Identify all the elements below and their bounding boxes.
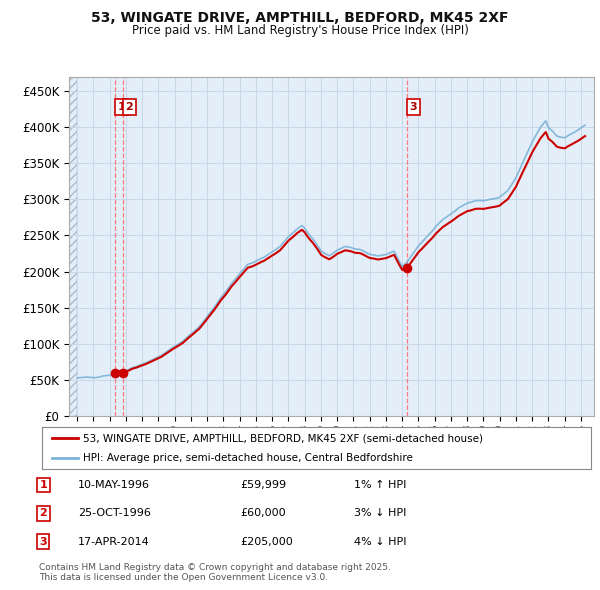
Text: 53, WINGATE DRIVE, AMPTHILL, BEDFORD, MK45 2XF (semi-detached house): 53, WINGATE DRIVE, AMPTHILL, BEDFORD, MK… <box>83 433 483 443</box>
Text: £59,999: £59,999 <box>240 480 286 490</box>
Text: 17-APR-2014: 17-APR-2014 <box>78 537 150 546</box>
Text: 10-MAY-1996: 10-MAY-1996 <box>78 480 150 490</box>
Text: 1% ↑ HPI: 1% ↑ HPI <box>354 480 406 490</box>
Text: 2: 2 <box>40 509 47 518</box>
Text: HPI: Average price, semi-detached house, Central Bedfordshire: HPI: Average price, semi-detached house,… <box>83 453 413 463</box>
Text: £205,000: £205,000 <box>240 537 293 546</box>
Text: 3: 3 <box>409 102 417 112</box>
Text: 3: 3 <box>40 537 47 546</box>
Text: £60,000: £60,000 <box>240 509 286 518</box>
Text: 1: 1 <box>118 102 125 112</box>
Text: 2: 2 <box>125 102 133 112</box>
Text: 3% ↓ HPI: 3% ↓ HPI <box>354 509 406 518</box>
Text: 53, WINGATE DRIVE, AMPTHILL, BEDFORD, MK45 2XF: 53, WINGATE DRIVE, AMPTHILL, BEDFORD, MK… <box>91 11 509 25</box>
Text: 25-OCT-1996: 25-OCT-1996 <box>78 509 151 518</box>
Text: 4% ↓ HPI: 4% ↓ HPI <box>354 537 407 546</box>
Text: Contains HM Land Registry data © Crown copyright and database right 2025.
This d: Contains HM Land Registry data © Crown c… <box>39 563 391 582</box>
Text: Price paid vs. HM Land Registry's House Price Index (HPI): Price paid vs. HM Land Registry's House … <box>131 24 469 37</box>
Text: 1: 1 <box>40 480 47 490</box>
